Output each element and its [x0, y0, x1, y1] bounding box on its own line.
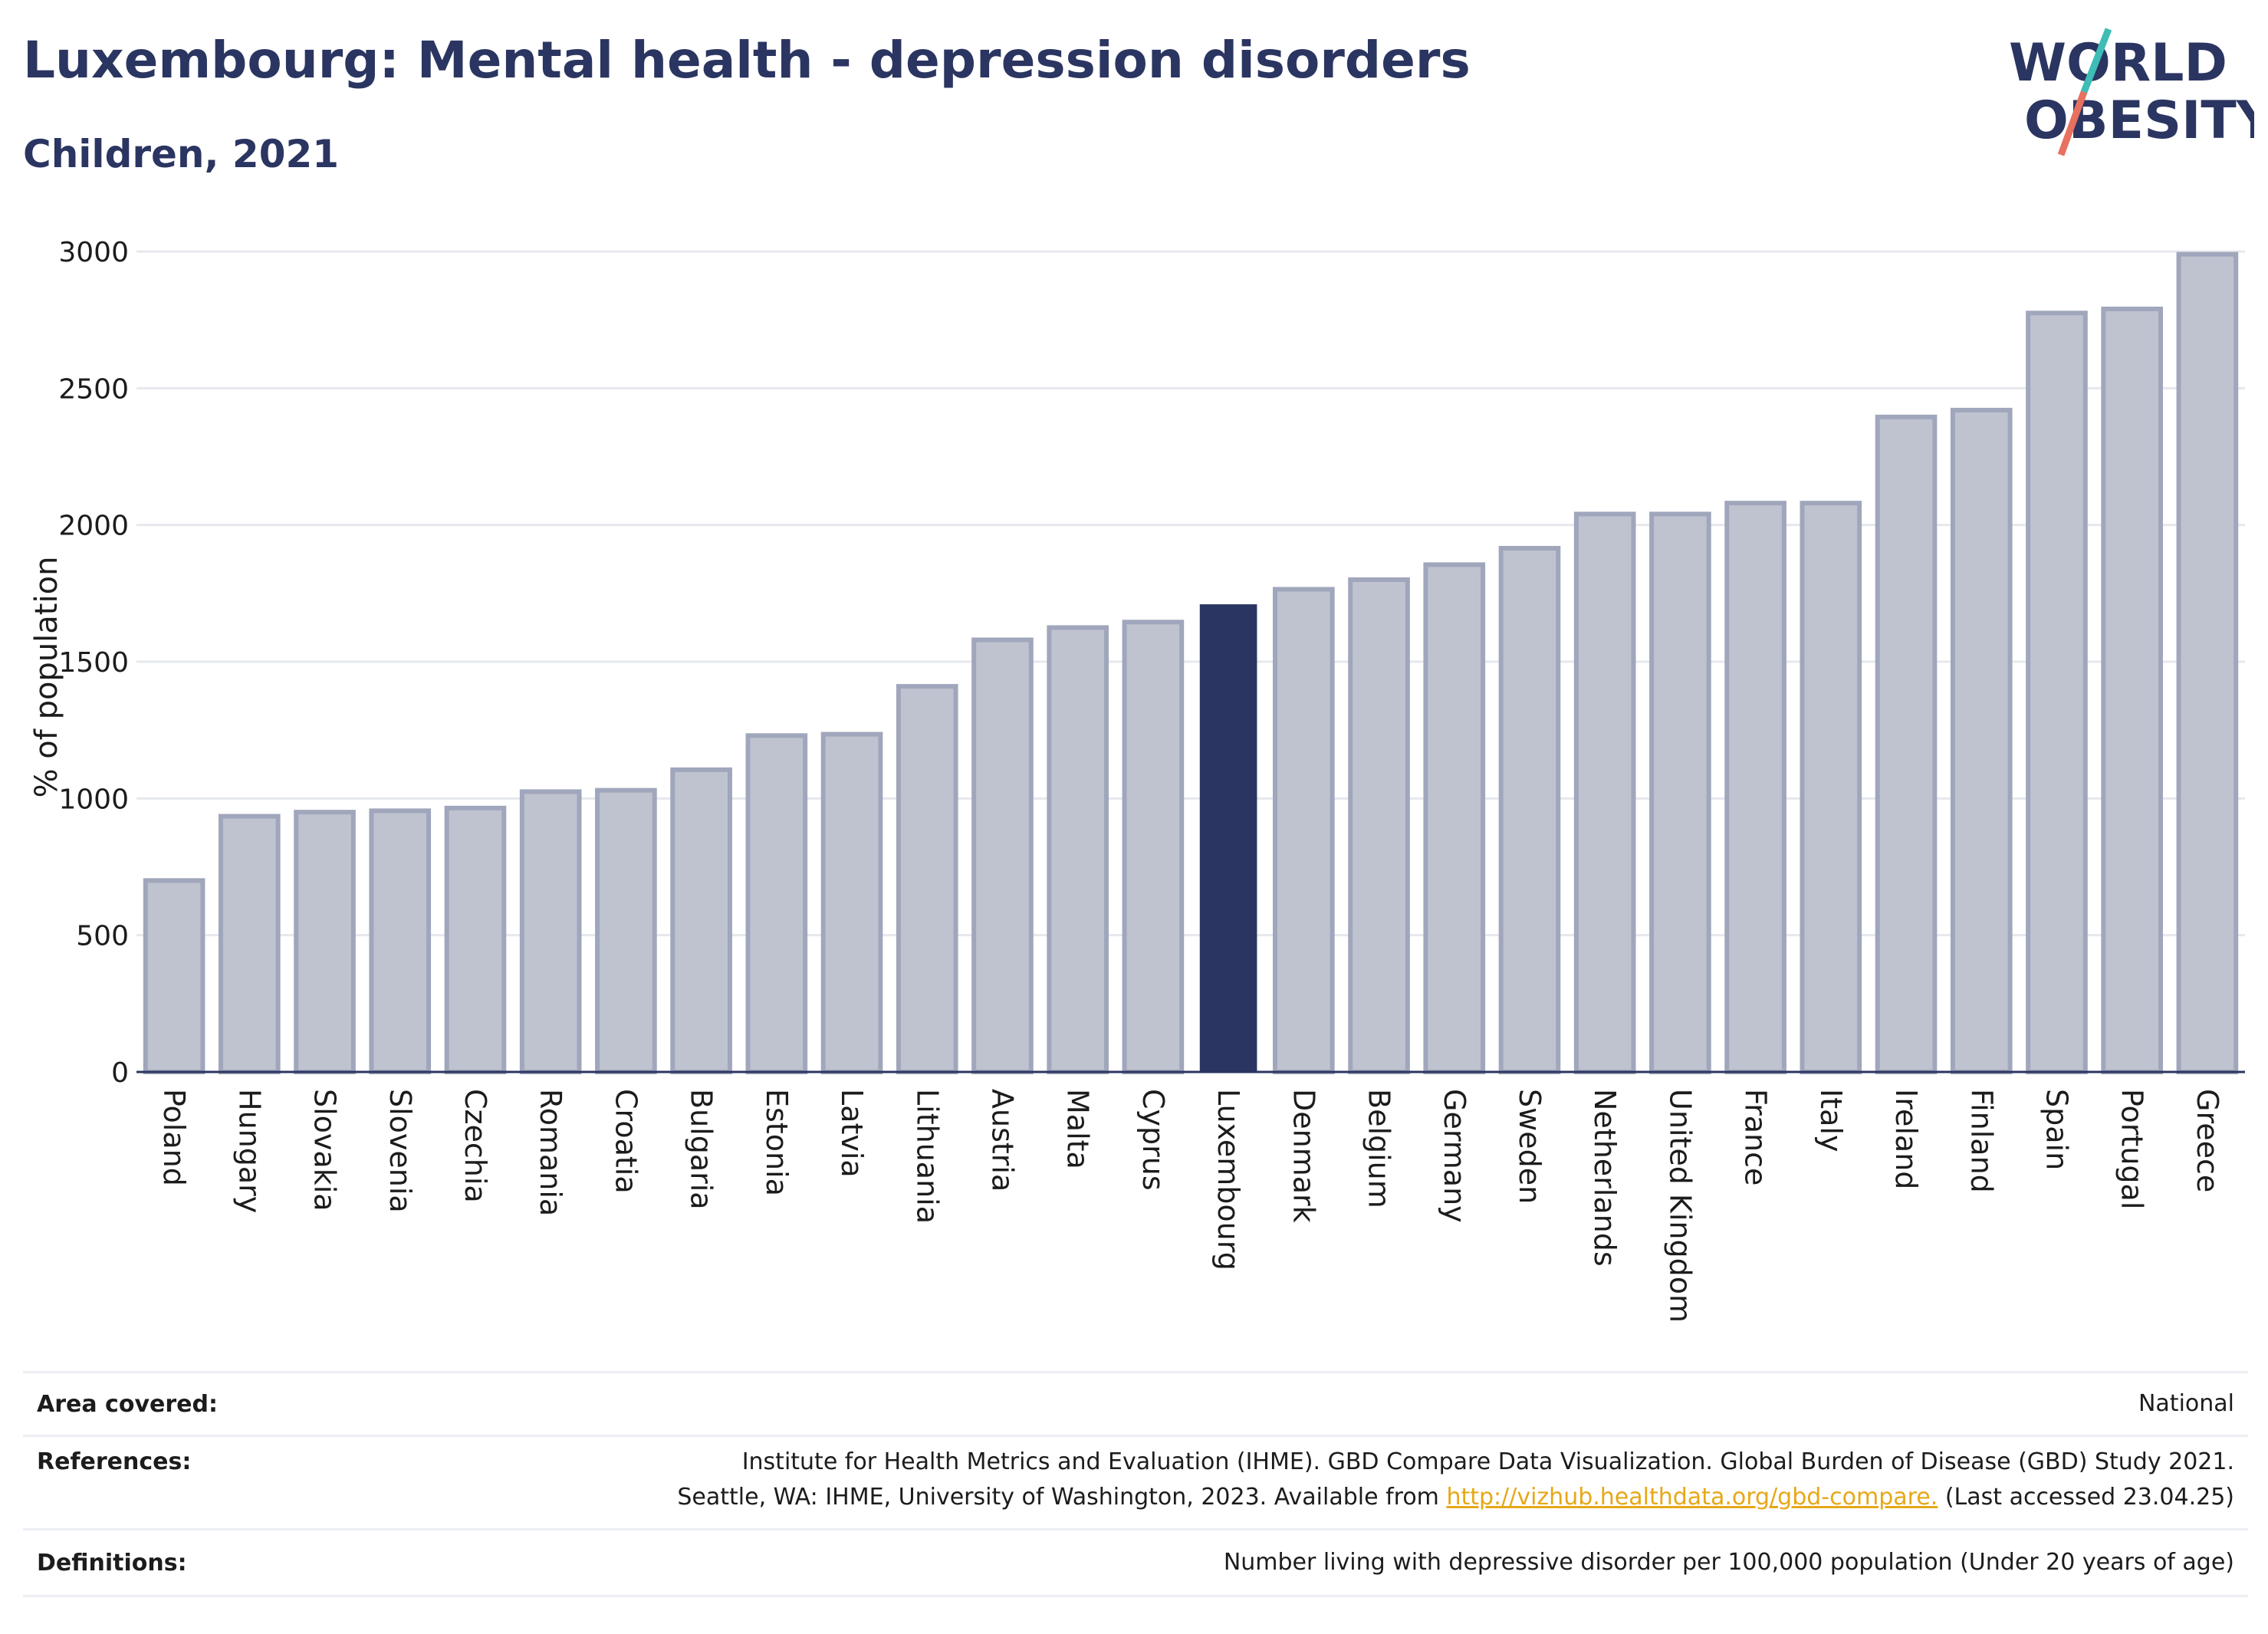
x-tick-label: Slovenia	[383, 1089, 417, 1213]
bar-sweden	[1498, 545, 1561, 1074]
x-tick-label: Germany	[1438, 1089, 1471, 1223]
bar-netherlands	[1573, 511, 1636, 1074]
x-tick-label: Hungary	[232, 1089, 266, 1213]
x-tick-label: Portugal	[2115, 1089, 2149, 1209]
bar-ireland	[1875, 414, 1938, 1074]
bar-greece	[2176, 252, 2239, 1075]
logo-line1: WORLD	[2009, 33, 2227, 94]
references-line2-pre: Seattle, WA: IHME, University of Washing…	[677, 1484, 1447, 1511]
x-tick-label: Cyprus	[1136, 1089, 1170, 1191]
bar-cyprus	[1122, 620, 1185, 1074]
bar-slovakia	[294, 810, 356, 1074]
bar-latvia	[820, 732, 883, 1074]
definitions-value: Number living with depressive disorder p…	[1223, 1549, 2234, 1576]
area-label: Area covered:	[37, 1390, 218, 1418]
x-tick-label: Czechia	[459, 1089, 492, 1203]
x-tick-label: Netherlands	[1588, 1089, 1622, 1267]
x-tick-label: Latvia	[835, 1089, 869, 1178]
x-tick-label: United Kingdom	[1663, 1089, 1697, 1323]
bar-spain	[2026, 311, 2088, 1074]
y-tick-label: 0	[111, 1057, 129, 1089]
x-tick-label: Luxembourg	[1211, 1089, 1245, 1271]
bar-italy	[1800, 501, 1862, 1074]
bar-belgium	[1348, 577, 1410, 1074]
x-tick-label: France	[1739, 1089, 1773, 1185]
y-tick-label: 3000	[58, 237, 129, 268]
references-value: Institute for Health Metrics and Evaluat…	[677, 1445, 2248, 1515]
references-link[interactable]: http://vizhub.healthdata.org/gbd-compare…	[1446, 1484, 1938, 1511]
x-tick-label: Malta	[1061, 1089, 1095, 1169]
x-tick-label: Spain	[2040, 1089, 2073, 1170]
page-title: Luxembourg: Mental health - depression d…	[23, 31, 1471, 90]
area-value: National	[2138, 1390, 2234, 1417]
bar-lithuania	[896, 684, 958, 1074]
x-tick-label: Italy	[1814, 1089, 1848, 1152]
bar-croatia	[595, 787, 657, 1074]
references-line2: Seattle, WA: IHME, University of Washing…	[677, 1480, 2234, 1515]
bar-slovenia	[369, 808, 432, 1074]
definitions-label: Definitions:	[37, 1549, 187, 1576]
logo-slash-bottom	[2057, 90, 2088, 156]
references-line1: Institute for Health Metrics and Evaluat…	[741, 1448, 2234, 1475]
bar-luxembourg	[1199, 604, 1257, 1072]
bar-czechia	[444, 805, 507, 1074]
bar-france	[1724, 501, 1786, 1074]
x-tick-label: Belgium	[1362, 1089, 1396, 1208]
info-row-area: Area covered: National	[23, 1371, 2248, 1435]
x-tick-label: Ireland	[1889, 1089, 1923, 1189]
x-tick-label: Sweden	[1513, 1089, 1547, 1204]
bar-denmark	[1273, 587, 1335, 1074]
y-tick-label: 2500	[58, 373, 129, 405]
info-table: Area covered: National References: Insti…	[23, 1371, 2248, 1597]
x-tick-label: Bulgaria	[685, 1089, 718, 1210]
bar-germany	[1423, 562, 1486, 1074]
x-tick-label: Greece	[2191, 1089, 2224, 1192]
info-row-definitions: Definitions: Number living with depressi…	[23, 1528, 2248, 1597]
world-obesity-logo: WORLD OBESITY	[2009, 28, 2254, 156]
bar-hungary	[219, 814, 281, 1075]
page-subtitle: Children, 2021	[23, 132, 340, 176]
bar-romania	[519, 789, 582, 1074]
x-tick-label: Croatia	[609, 1089, 643, 1194]
bar-portugal	[2101, 306, 2164, 1074]
references-line2-post: (Last accessed 23.04.25)	[1938, 1484, 2234, 1511]
x-tick-label: Estonia	[760, 1089, 794, 1196]
references-label: References:	[37, 1448, 192, 1475]
bar-malta	[1047, 625, 1109, 1074]
x-tick-label: Austria	[985, 1089, 1019, 1192]
x-tick-label: Poland	[157, 1089, 191, 1186]
x-tick-label: Slovakia	[308, 1089, 342, 1212]
y-tick-label: 2000	[58, 511, 129, 542]
bar-chart: 0 500 1000 1500 2000 2500 3000 % of population P…	[29, 237, 2245, 1323]
bar-poland	[143, 878, 205, 1075]
x-tick-label: Finland	[1964, 1089, 1998, 1193]
y-tick-label: 500	[76, 921, 129, 952]
bar-austria	[971, 637, 1034, 1074]
x-tick-label: Denmark	[1287, 1089, 1320, 1223]
info-row-references: References: Institute for Health Metrics…	[23, 1435, 2248, 1528]
bar-united-kingdom	[1649, 511, 1711, 1074]
logo-slash-top	[2080, 28, 2112, 94]
x-tick-label: Lithuania	[910, 1089, 944, 1224]
bar-estonia	[745, 733, 808, 1074]
y-axis-label: % of population	[29, 557, 64, 798]
y-tick-label: 1500	[58, 647, 129, 679]
y-tick-label: 1000	[58, 784, 129, 815]
x-tick-label: Romania	[534, 1089, 567, 1216]
bar-finland	[1950, 407, 2013, 1074]
bar-bulgaria	[670, 767, 732, 1075]
